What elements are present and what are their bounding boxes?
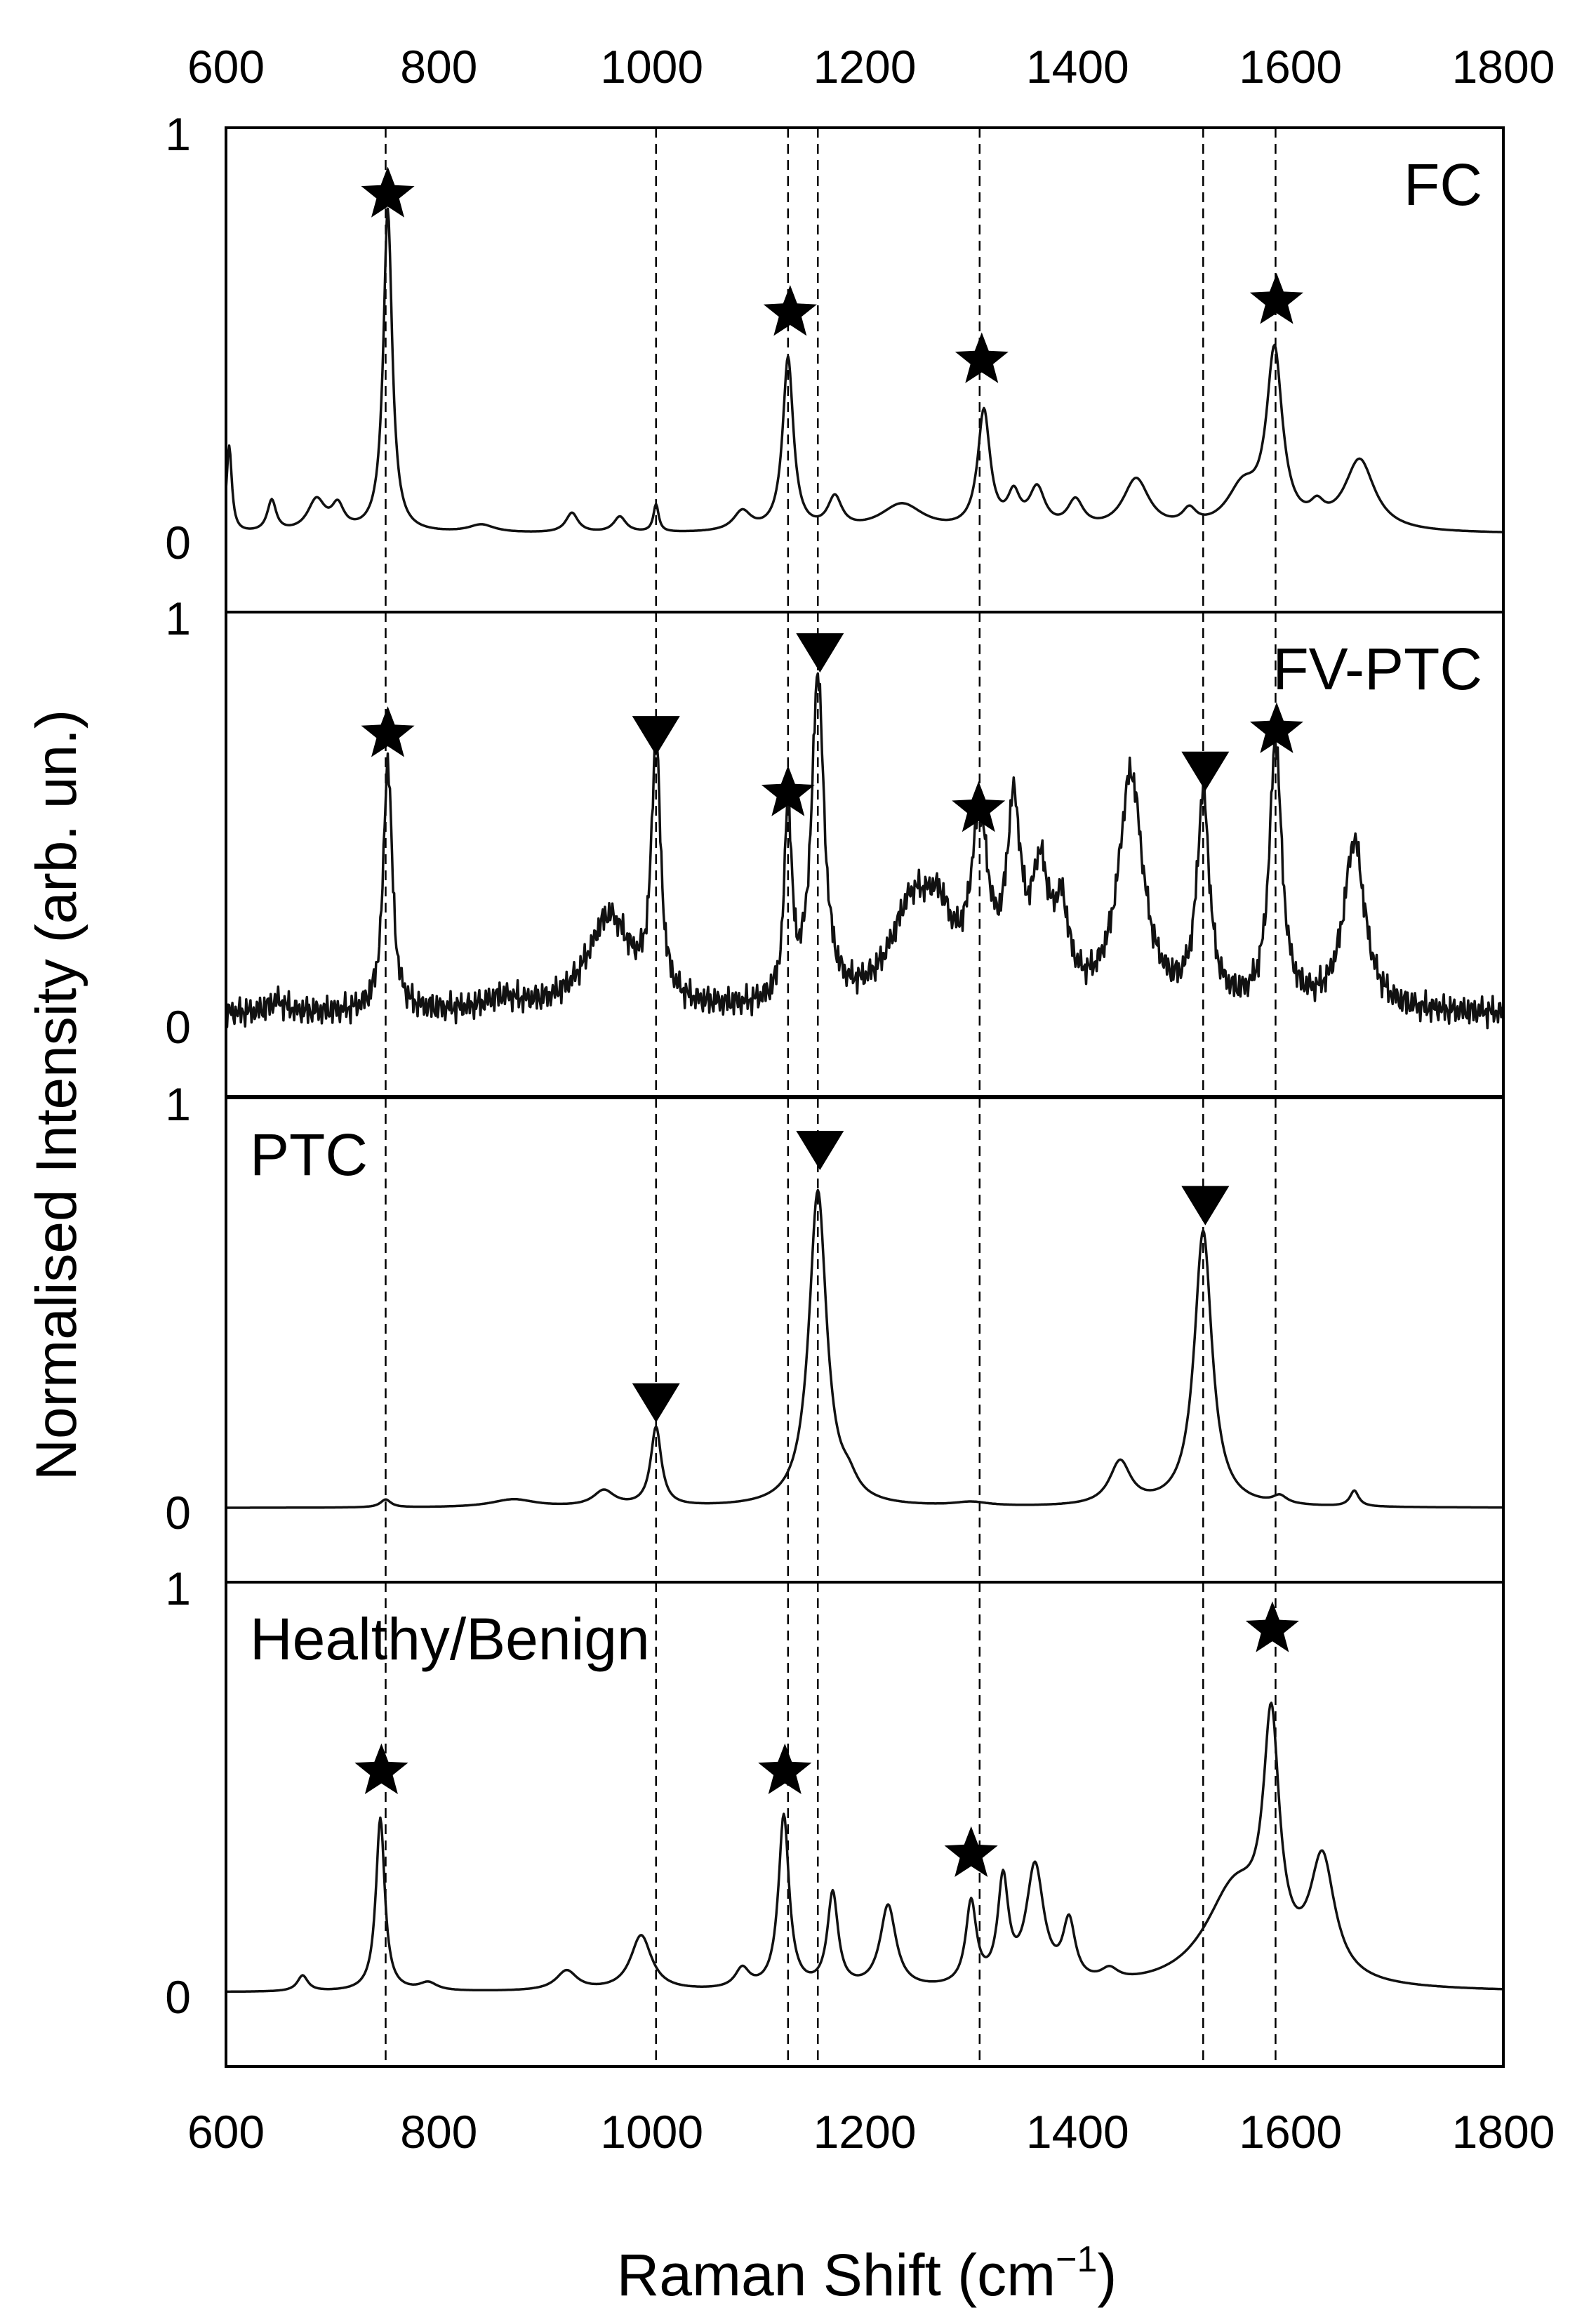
spectrum-line-fv-ptc [225,672,1505,1030]
panel-frame [225,1581,1505,2068]
y-tick-label: 0 [165,517,191,569]
x-tick-label-bottom: 1600 [1239,2106,1342,2158]
x-tick-label-bottom: 1800 [1452,2106,1555,2158]
x-axis-label: Raman Shift (cm−1) [617,2239,1117,2308]
x-axis-label-close: ) [1097,2242,1117,2308]
star-marker [1249,702,1303,753]
panel-frame [225,126,1505,613]
triangle-marker [1181,751,1230,791]
panel-label: FV-PTC [1272,636,1482,702]
star-marker [952,781,1006,832]
star-marker [758,1743,812,1794]
x-tick-label-top: 800 [400,41,477,93]
star-marker [763,285,817,336]
panels-group: 1 0 FC 1 0 FV-PTC 1 0 PTC 1 0 Healthy/Benign [165,108,1505,2068]
star-marker [354,1743,408,1794]
y-tick-label: 1 [165,1563,191,1614]
panel-label: PTC [250,1122,368,1188]
star-marker [361,706,415,757]
top-x-tick-labels: 600 800 1000 1200 1400 1600 1800 [187,41,1555,93]
bottom-x-tick-labels: 600 800 1000 1200 1400 1600 1800 [187,2106,1555,2158]
y-tick-label: 1 [165,1078,191,1130]
star-marker [1245,1601,1299,1652]
x-tick-label-bottom: 600 [187,2106,265,2158]
x-tick-label-bottom: 1200 [813,2106,917,2158]
spectrum-line-ptc [225,1188,1504,1509]
x-tick-label-top: 1000 [600,41,703,93]
y-tick-label: 1 [165,108,191,160]
x-axis-label-main: Raman Shift (cm [617,2242,1056,2308]
star-marker [361,166,415,218]
x-tick-label-bottom: 800 [400,2106,477,2158]
x-tick-label-top: 1600 [1239,41,1342,93]
x-tick-label-top: 1800 [1452,41,1555,93]
star-marker [1249,273,1303,324]
y-tick-label: 1 [165,592,191,644]
panel-2: 1 0 FV-PTC [165,592,1505,1098]
panel-4: 1 0 Healthy/Benign [165,1563,1505,2068]
triangle-marker [632,716,680,756]
x-tick-label-bottom: 1000 [600,2106,703,2158]
triangle-marker [796,633,844,673]
triangle-marker [632,1383,680,1423]
spectrum-line-healthy-benign [225,1701,1504,1993]
x-axis-label-superscript: −1 [1056,2239,1097,2280]
star-marker [944,1826,998,1877]
spectrum-line-fc [225,207,1504,533]
x-tick-label-top: 1200 [813,41,917,93]
panel-1: 1 0 FC [165,108,1505,613]
y-tick-label: 0 [165,1487,191,1539]
panel-3: 1 0 PTC [165,1078,1505,1584]
triangle-marker [1181,1186,1230,1226]
x-tick-label-bottom: 1400 [1026,2106,1129,2158]
x-tick-label-top: 1400 [1026,41,1129,93]
star-marker [955,332,1009,383]
triangle-marker [796,1130,844,1170]
x-tick-label-top: 600 [187,41,265,93]
panel-frame [225,1096,1505,1584]
panel-label: FC [1404,152,1482,218]
star-marker [761,765,815,816]
y-tick-label: 0 [165,1001,191,1053]
panel-label: Healthy/Benign [250,1606,650,1672]
y-tick-label: 0 [165,1971,191,2023]
y-axis-label: Normalised Intensity (arb. un.) [25,710,88,1480]
